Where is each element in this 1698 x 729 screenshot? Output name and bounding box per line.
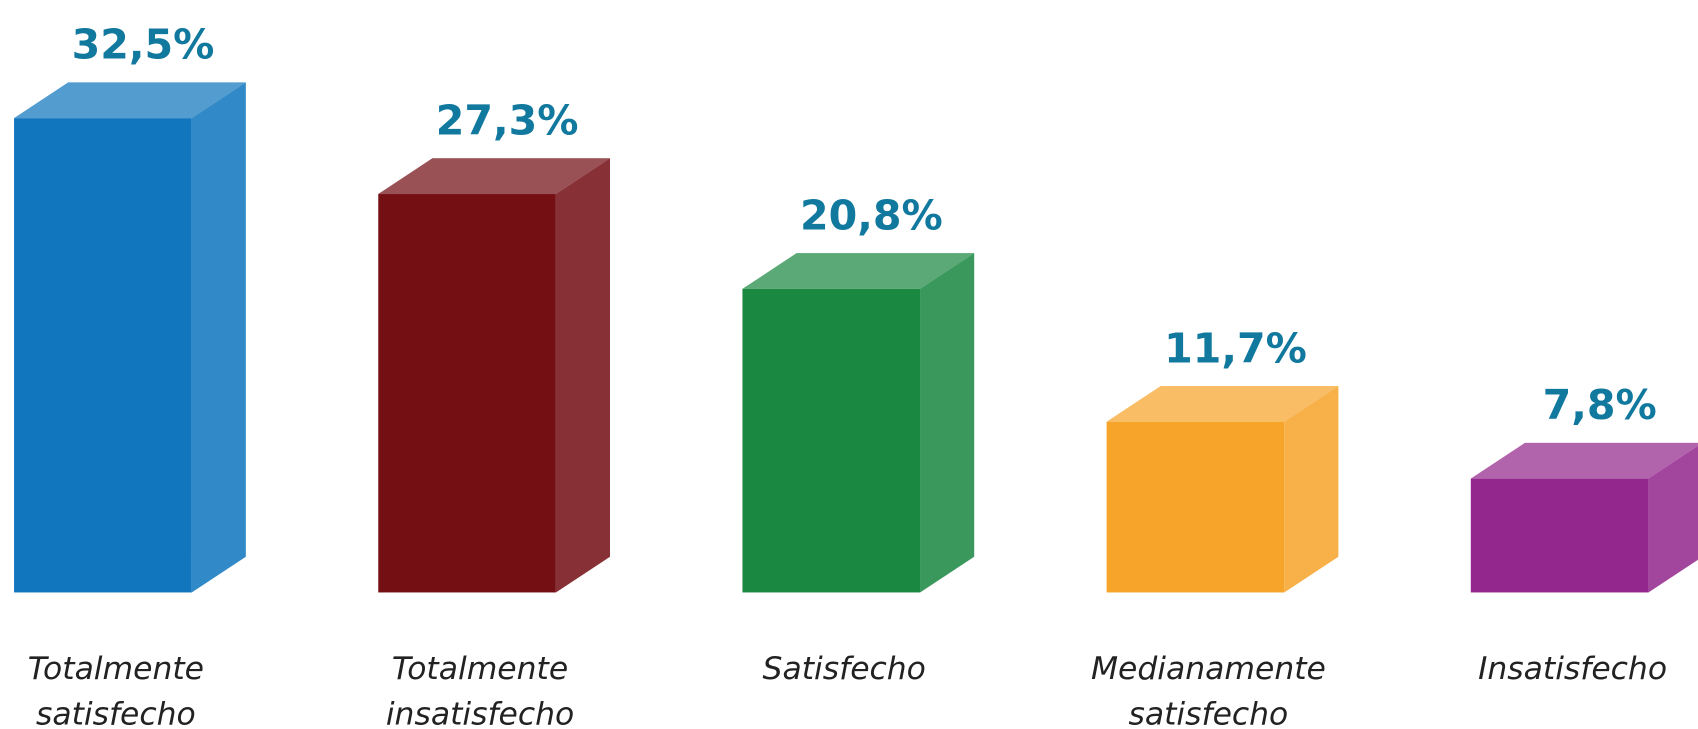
bar-side	[555, 158, 611, 593]
category-label-box: Satisfecho	[762, 649, 926, 687]
bar-side-shade	[191, 82, 246, 593]
bar-top-shade	[742, 253, 975, 289]
bar-side	[1648, 445, 1698, 593]
category-label-box: Totalmente insatisfecho	[385, 649, 575, 729]
bar-side-shade	[920, 253, 975, 593]
bar-front	[378, 194, 556, 593]
bar-top	[742, 253, 975, 289]
value-label: 32,5%	[72, 21, 215, 69]
bar-front	[742, 288, 921, 593]
category-label: Totalmente insatisfecho	[385, 649, 575, 729]
bar-front	[14, 118, 192, 593]
bar	[378, 158, 611, 593]
bar-top-shade	[1470, 442, 1698, 479]
bar-side-shade	[1284, 385, 1339, 593]
category-label: Satisfecho	[762, 649, 926, 687]
category-label-box: Medianamente satisfecho	[1090, 649, 1326, 729]
bar-top	[378, 158, 611, 195]
bar-front	[1470, 478, 1649, 593]
bar-front	[1106, 421, 1285, 593]
value-label: 11,7%	[1164, 324, 1307, 372]
bar-top	[1106, 385, 1339, 422]
value-label: 27,3%	[436, 97, 579, 145]
category-label: Totalmente satisfecho	[27, 649, 204, 729]
value-label: 7,8%	[1543, 381, 1657, 429]
bar-top	[14, 82, 246, 119]
bar-top-shade	[14, 82, 246, 119]
bar-side-shade	[1648, 445, 1698, 593]
bar-side	[920, 253, 975, 593]
category-label-box: Totalmente satisfecho	[27, 649, 204, 729]
value-label: 20,8%	[800, 192, 943, 240]
bar-side-shade	[555, 158, 611, 593]
bar-side	[1284, 385, 1339, 593]
bar	[1106, 385, 1339, 593]
bar	[1470, 442, 1698, 593]
category-label-box: Insatisfecho	[1478, 649, 1668, 687]
bar-top	[1470, 442, 1698, 479]
bar-top-shade	[378, 158, 611, 195]
bar	[14, 82, 246, 593]
bar-side	[191, 82, 246, 593]
category-label: Medianamente satisfecho	[1090, 649, 1326, 729]
bar	[742, 253, 975, 593]
category-label: Insatisfecho	[1478, 649, 1668, 687]
bar-top-shade	[1106, 385, 1339, 422]
